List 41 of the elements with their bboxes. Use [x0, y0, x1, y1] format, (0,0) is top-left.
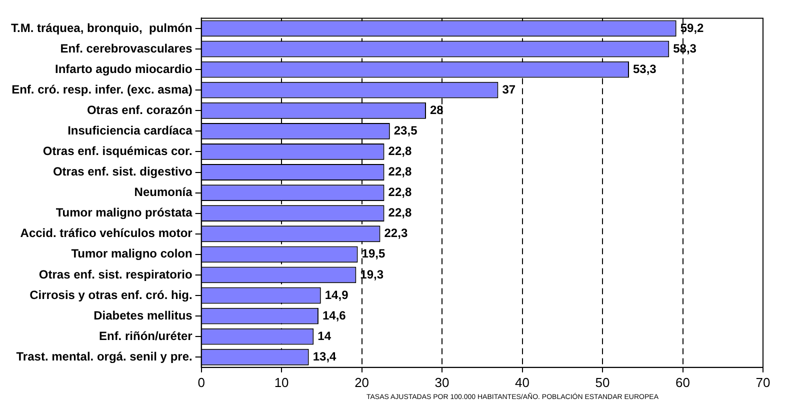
x-tick-label: 40	[515, 374, 530, 390]
x-tick-label: 60	[676, 374, 690, 390]
data-label: 14	[318, 328, 332, 343]
y-tick-label: Trast. mental. orgá. senil y pre.	[16, 349, 192, 364]
data-label: 22,3	[384, 226, 408, 240]
y-tick-label: Otras enf. corazón	[86, 102, 192, 117]
y-tick-label: Neumonía	[134, 185, 193, 200]
y-tick-label: Enf. cerebrovasculares	[60, 41, 193, 56]
data-label: 14,6	[322, 308, 346, 322]
data-label: 22,8	[388, 164, 412, 179]
data-label: 14,9	[324, 288, 349, 302]
data-label: 59,2	[680, 20, 704, 35]
data-label: 22,8	[388, 206, 412, 220]
y-tick-label: Insuficiencia cardíaca	[68, 123, 193, 138]
data-label: 19,3	[360, 267, 384, 282]
x-tick-label: 50	[595, 374, 610, 390]
y-tick-label: Tumor maligno próstata	[56, 206, 193, 220]
y-tick-label: T.M. tráquea, bronquio, pulmón	[10, 20, 192, 35]
y-tick-label: Otras enf. sist. respiratorio	[38, 267, 192, 282]
data-label: 37	[502, 82, 516, 96]
y-tick-label: Otras enf. isquémicas cor.	[42, 144, 192, 158]
x-tick-label: 70	[756, 374, 770, 390]
data-label: 13,4	[312, 349, 337, 364]
y-tick-label: Infarto agudo miocardio	[54, 62, 192, 76]
y-tick-label: Diabetes mellitus	[94, 308, 193, 322]
y-tick-label: Enf. riñón/uréter	[98, 328, 193, 343]
x-tick-label: 0	[198, 374, 205, 390]
y-tick-label: Cirrosis y otras enf. cró. hig.	[30, 288, 192, 302]
x-tick-label: 10	[274, 374, 289, 390]
y-tick-label: Otras enf. sist. digestivo	[52, 164, 192, 179]
data-label: 19,5	[362, 246, 386, 261]
x-tick-label: 20	[354, 374, 370, 390]
data-label: 23,5	[394, 123, 418, 138]
data-label: 53,3	[633, 62, 657, 76]
y-tick-label: Enf. cró. resp. infer. (exc. asma)	[12, 82, 192, 96]
x-tick-label: 30	[434, 374, 450, 390]
y-tick-label: Accid. tráfico vehículos motor	[20, 226, 193, 240]
data-label: 22,8	[388, 144, 412, 158]
data-label: 58,3	[673, 41, 697, 56]
data-label: 22,8	[388, 185, 412, 200]
y-tick-label: Tumor maligno colon	[71, 246, 192, 261]
